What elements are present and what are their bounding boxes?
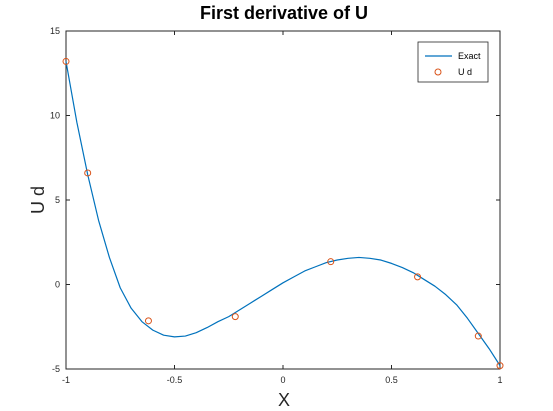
x-axis-label: X	[278, 390, 290, 410]
y-tick-label: 10	[50, 111, 60, 121]
y-tick-label: 0	[55, 280, 60, 290]
y-tick-label: 15	[50, 26, 60, 36]
x-tick-label: -0.5	[167, 375, 183, 385]
legend-box	[417, 41, 489, 83]
legend-label-ud: U d	[458, 67, 472, 77]
y-axis: -5 0 5 10 15	[50, 26, 500, 374]
data-point-ud	[231, 313, 239, 321]
plot-area	[65, 30, 501, 370]
x-tick-label: -1	[62, 375, 70, 385]
x-tick-label: 1	[497, 375, 502, 385]
chart-title: First derivative of U	[200, 3, 368, 23]
data-point-ud	[62, 57, 70, 65]
y-axis-label: U d	[28, 186, 48, 214]
series-line-exact	[65, 61, 501, 366]
series-layer	[62, 57, 504, 370]
x-axis: -1 -0.5 0 0.5 1	[62, 31, 503, 385]
y-tick-label: -5	[52, 364, 60, 374]
data-point-ud	[84, 169, 92, 177]
data-point-ud	[144, 317, 152, 325]
data-point-ud	[327, 258, 335, 266]
legend-label-exact: Exact	[458, 51, 481, 61]
data-point-ud	[496, 362, 504, 370]
legend: Exact U d	[417, 41, 489, 83]
x-tick-label: 0.5	[385, 375, 398, 385]
y-tick-label: 5	[55, 195, 60, 205]
data-point-ud	[474, 332, 482, 340]
x-tick-label: 0	[280, 375, 285, 385]
legend-swatch-ud	[434, 68, 442, 76]
data-point-ud	[414, 273, 422, 281]
